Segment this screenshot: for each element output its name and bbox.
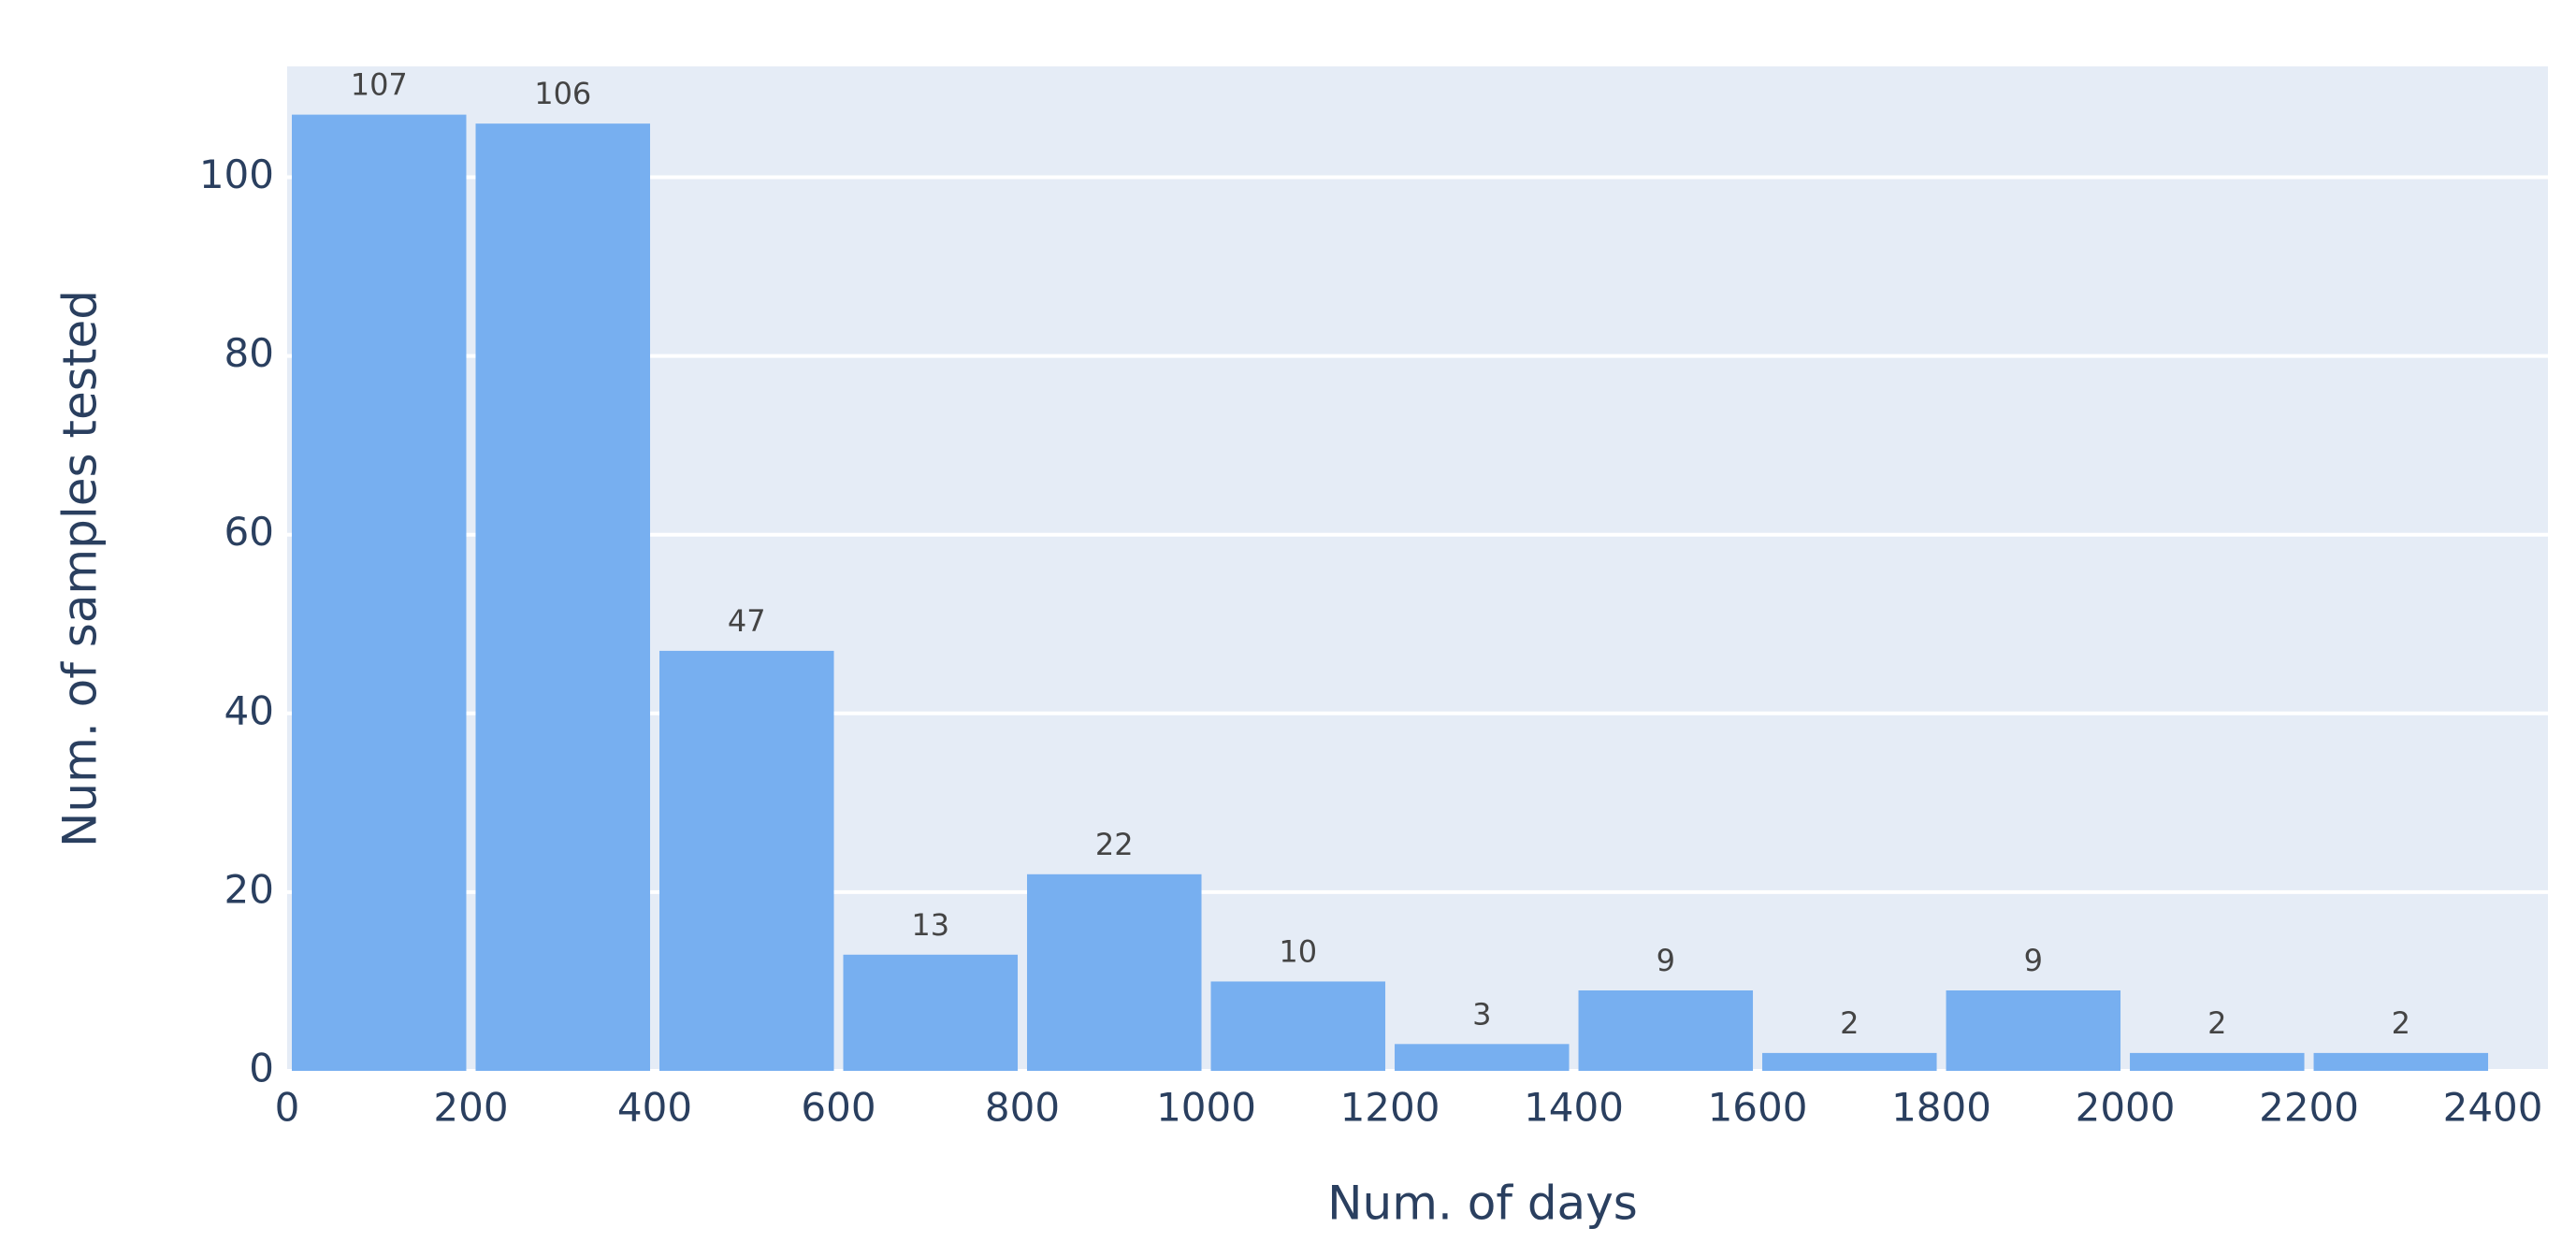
bar	[1946, 990, 2121, 1071]
y-tick-label: 60	[224, 509, 274, 555]
x-tick-label: 1400	[1524, 1085, 1624, 1131]
bars	[292, 114, 2489, 1072]
data-label: 9	[2024, 943, 2043, 978]
data-label: 22	[1095, 827, 1134, 862]
y-tick-label: 0	[249, 1046, 274, 1091]
x-tick-label: 2000	[2076, 1085, 2176, 1131]
x-tick-label: 1600	[1708, 1085, 1808, 1131]
y-tick-label: 20	[224, 866, 274, 912]
x-tick-label: 2200	[2259, 1085, 2359, 1131]
x-tick-label: 800	[985, 1085, 1060, 1131]
data-label: 10	[1279, 933, 1317, 969]
x-tick-label: 0	[275, 1085, 300, 1131]
y-tick-label: 40	[224, 687, 274, 733]
x-tick-label: 1000	[1156, 1085, 1256, 1131]
bar	[1762, 1052, 1937, 1071]
data-label: 107	[351, 67, 408, 103]
bar	[1027, 874, 1202, 1071]
bar	[843, 954, 1019, 1071]
data-label: 2	[2207, 1005, 2226, 1041]
data-label: 106	[534, 76, 591, 111]
bar	[292, 114, 467, 1072]
y-tick-label: 80	[224, 330, 274, 376]
x-axis-title: Num. of days	[1327, 1177, 1638, 1231]
x-tick-label: 2400	[2443, 1085, 2543, 1131]
bar	[475, 123, 651, 1072]
data-label: 3	[1472, 996, 1491, 1032]
y-axis-title: Num. of samples tested	[53, 290, 108, 847]
data-label: 13	[911, 907, 949, 943]
data-label: 9	[1657, 943, 1675, 978]
data-label: 2	[1840, 1005, 1859, 1041]
bar	[2313, 1052, 2489, 1071]
bar	[1578, 990, 1754, 1071]
bar	[1210, 981, 1386, 1071]
x-tick-label: 400	[617, 1085, 692, 1131]
x-tick-label: 1800	[1891, 1085, 1991, 1131]
x-tick-label: 600	[801, 1085, 876, 1131]
data-label: 2	[2392, 1005, 2410, 1041]
bar	[2130, 1052, 2305, 1071]
data-label: 47	[728, 603, 766, 639]
x-tick-label: 200	[433, 1085, 508, 1131]
bar	[659, 650, 834, 1071]
bar	[1395, 1044, 1570, 1071]
y-tick-label: 100	[199, 152, 274, 197]
x-tick-label: 1200	[1340, 1085, 1440, 1131]
